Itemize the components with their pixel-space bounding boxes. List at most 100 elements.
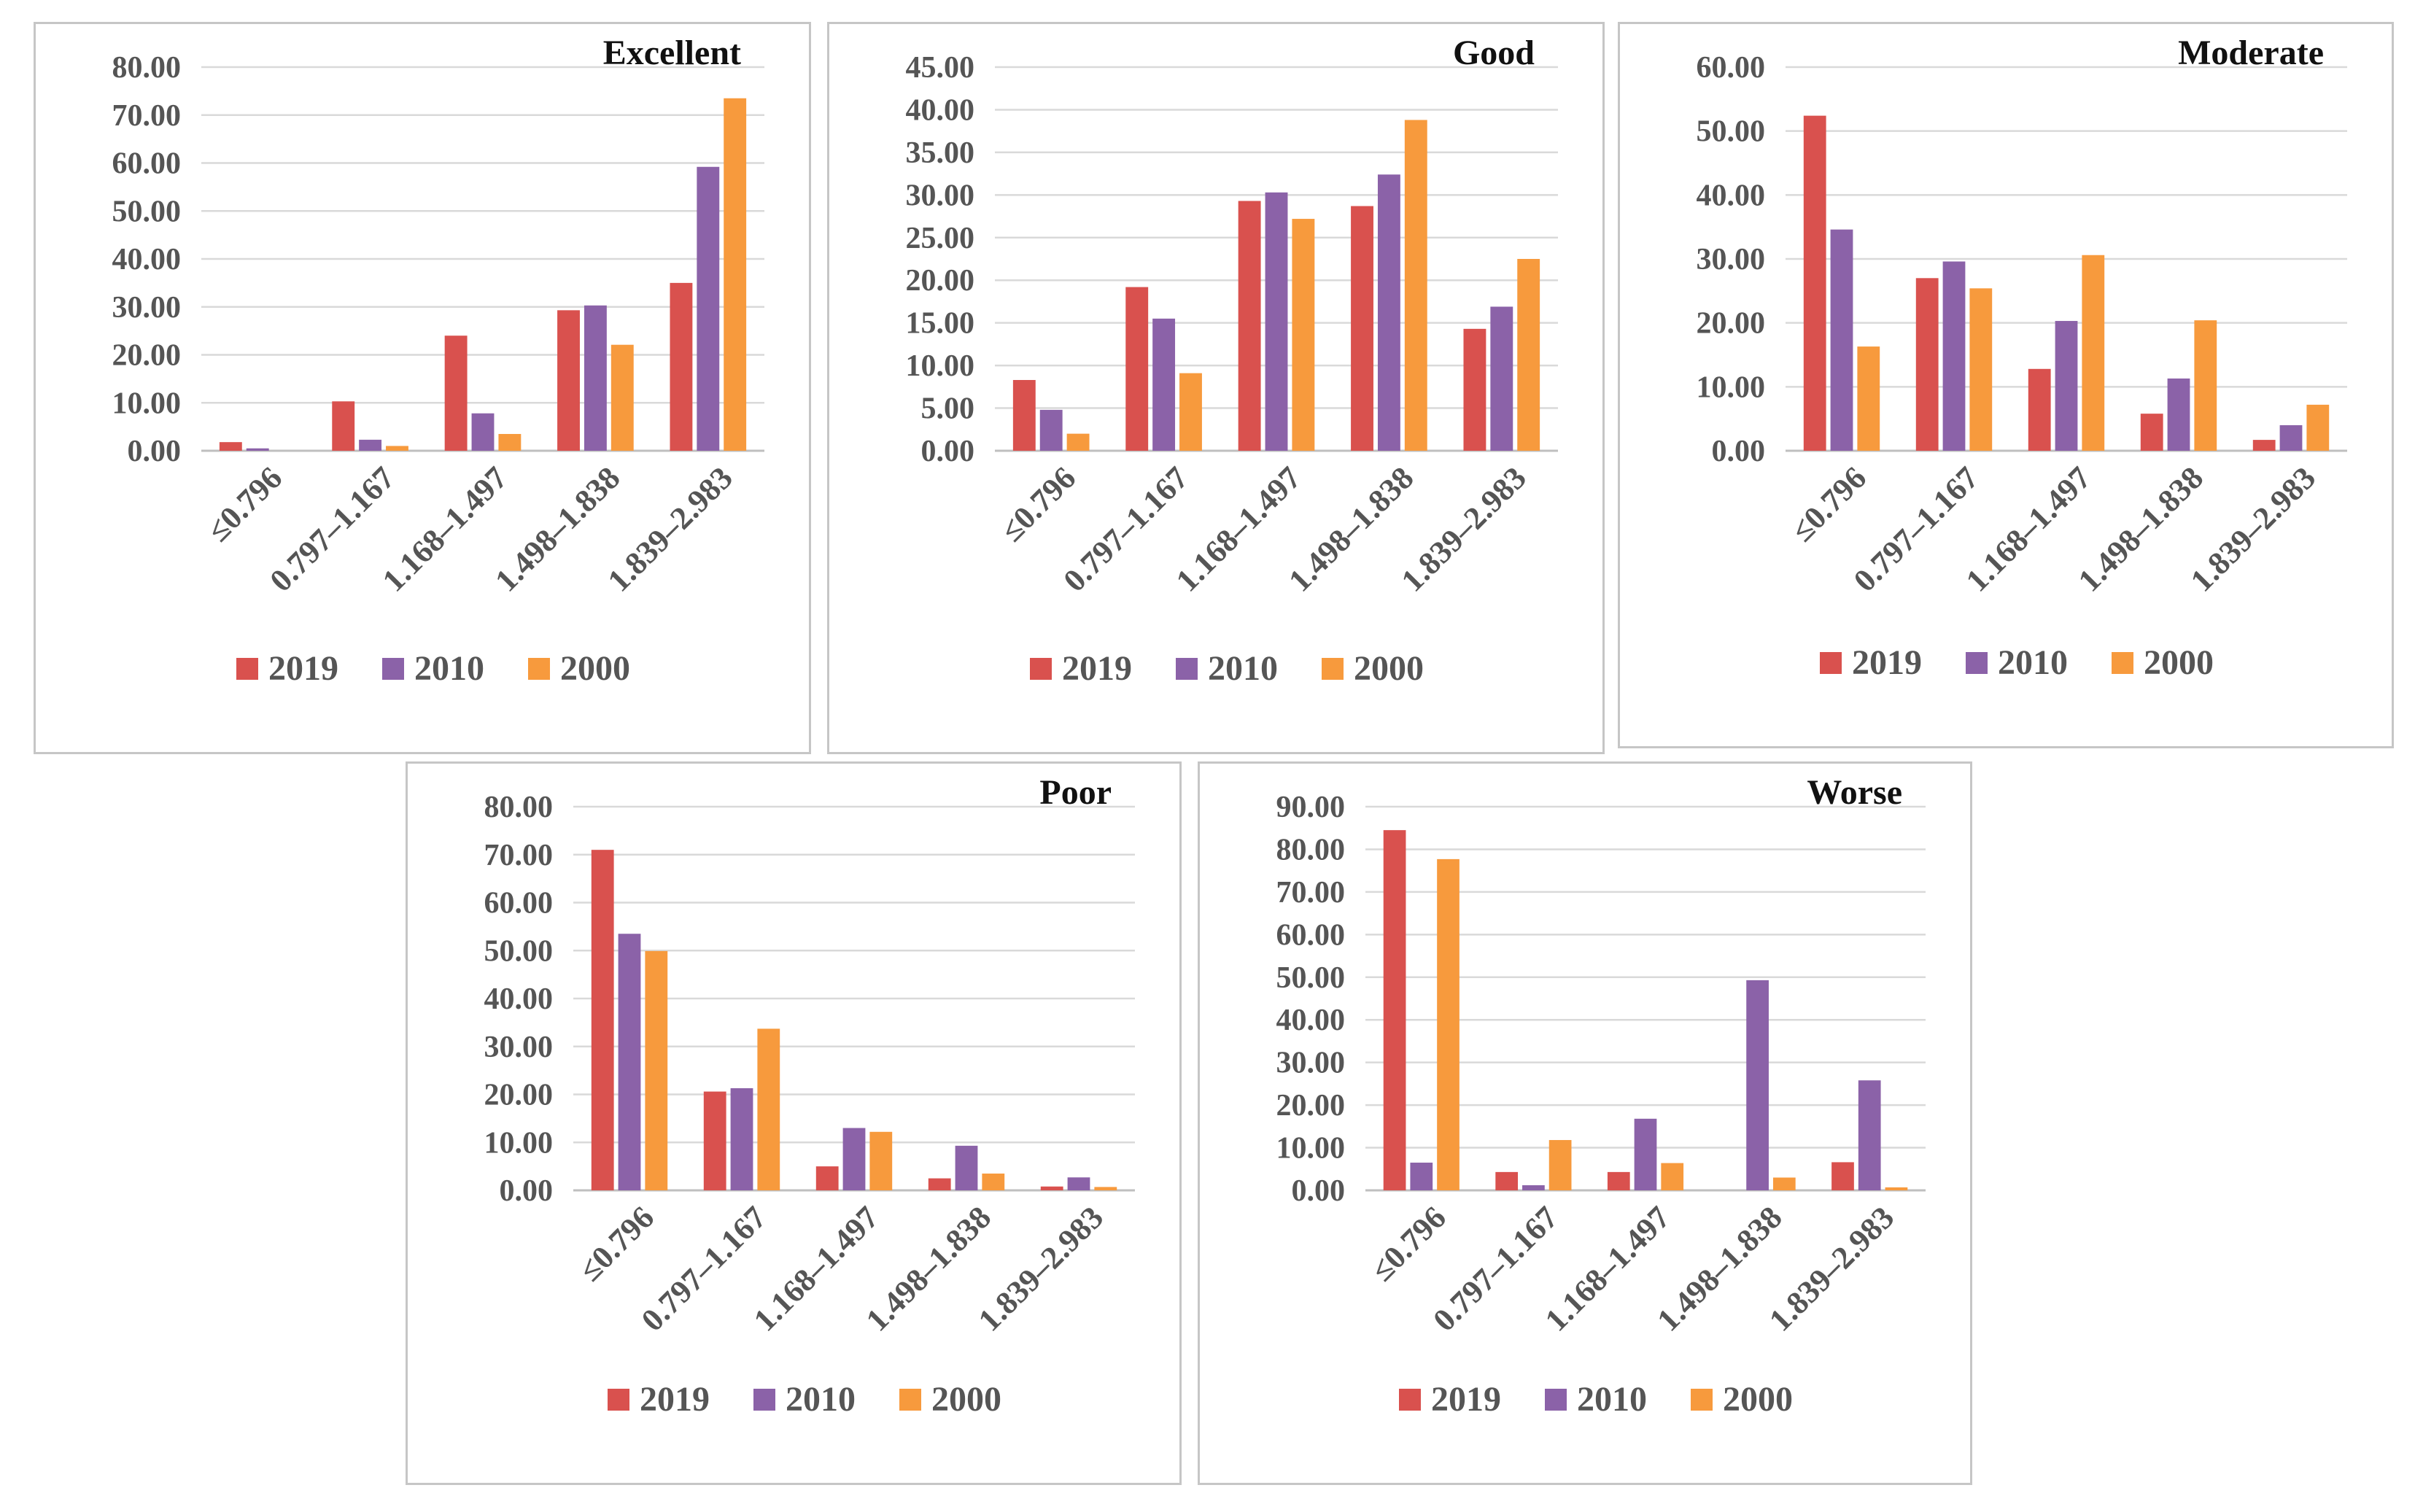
- bar-2010-3: [2055, 321, 2078, 451]
- y-tick-label: 40.00: [906, 93, 975, 127]
- chart-good: 0.00 5.00 10.00 15.00 20.00 25.00 30.00 35.00 40…: [827, 22, 1605, 754]
- bar-2019-2: [703, 1091, 726, 1190]
- bar-2010-1: [1410, 1163, 1433, 1190]
- bar-2010-2: [730, 1088, 753, 1190]
- y-tick-label: 30.00: [1276, 1047, 1346, 1080]
- bar-2010-4: [2167, 378, 2190, 451]
- bar-2010-5: [2279, 424, 2303, 451]
- legend-swatch-2019: [1820, 652, 1842, 674]
- y-tick-label: 0.00: [921, 435, 975, 468]
- legend-swatch-2010: [1176, 658, 1198, 680]
- chart-border: [827, 22, 1605, 754]
- bar-2000-4: [982, 1173, 1005, 1190]
- bar-2000-5: [1517, 259, 1540, 451]
- bar-2019-4: [1351, 206, 1373, 451]
- bar-2000-2: [1179, 373, 1202, 451]
- y-tick-label: 10.00: [112, 387, 182, 420]
- bar-2019-5: [2252, 440, 2276, 451]
- y-tick-label: 50.00: [1276, 961, 1346, 995]
- y-tick-label: 10.00: [1697, 371, 1766, 404]
- chart-title: Moderate: [2178, 34, 2324, 72]
- y-tick-label: 10.00: [1276, 1132, 1346, 1166]
- legend-label: 2000: [931, 1380, 1001, 1419]
- legend-label: 2000: [1354, 649, 1424, 688]
- legend-swatch-2019: [236, 658, 258, 680]
- bar-2019-5: [1040, 1186, 1063, 1190]
- bar-2019-2: [1125, 287, 1149, 451]
- legend-swatch-2000: [1691, 1389, 1713, 1411]
- legend-label: 2019: [640, 1380, 710, 1419]
- bar-2010-1: [1039, 409, 1063, 451]
- bar-2000-3: [1661, 1163, 1684, 1190]
- bar-2000-1: [1437, 858, 1460, 1190]
- legend-swatch-2000: [528, 658, 550, 680]
- legend-label: 2019: [1431, 1380, 1501, 1419]
- chart-moderate: 0.00 10.00 20.00 30.00 40.00 50.00 60.00 Modera…: [1618, 22, 2394, 748]
- bar-2010-5: [697, 166, 720, 451]
- legend-label: 2010: [1577, 1380, 1647, 1419]
- y-tick-label: 25.00: [906, 222, 975, 255]
- y-tick-label: 0.00: [500, 1174, 554, 1208]
- legend-swatch-2000: [899, 1389, 921, 1411]
- bar-2000-1: [645, 950, 668, 1190]
- bar-2000-4: [610, 344, 634, 451]
- bar-2019-2: [332, 401, 355, 451]
- bar-2019-3: [444, 336, 468, 451]
- y-tick-label: 50.00: [1697, 115, 1766, 149]
- bar-2010-1: [618, 934, 641, 1190]
- bar-2010-4: [955, 1145, 978, 1190]
- y-tick-label: 60.00: [112, 147, 182, 181]
- bar-2000-4: [1404, 120, 1427, 451]
- y-tick-label: 5.00: [921, 392, 975, 426]
- chart-title: Poor: [1039, 773, 1112, 812]
- bar-2019-3: [2028, 368, 2051, 451]
- bar-2010-2: [359, 439, 382, 451]
- bar-2019-1: [1803, 115, 1826, 451]
- legend-swatch-2019: [608, 1389, 629, 1411]
- bar-2000-1: [1066, 433, 1090, 451]
- legend-label: 2000: [560, 649, 630, 688]
- bar-2000-5: [1094, 1187, 1117, 1190]
- bar-2000-3: [1292, 219, 1315, 451]
- bar-2019-5: [1831, 1162, 1854, 1190]
- bar-2010-5: [1858, 1080, 1881, 1190]
- bar-2010-2: [1942, 261, 1966, 451]
- legend-label: 2010: [786, 1380, 856, 1419]
- bar-2010-3: [842, 1128, 866, 1190]
- y-tick-label: 0.00: [1712, 435, 1766, 468]
- y-tick-label: 60.00: [1697, 51, 1766, 85]
- bar-2019-2: [1915, 278, 1939, 451]
- chart-excellent: 0.00 10.00 20.00 30.00 40.00 50.00 60.00 70.00 8…: [34, 22, 811, 754]
- y-tick-label: 40.00: [1276, 1004, 1346, 1037]
- bar-2010-5: [1067, 1177, 1090, 1190]
- y-tick-label: 20.00: [906, 264, 975, 298]
- legend-swatch-2010: [382, 658, 404, 680]
- bar-2019-4: [557, 310, 580, 451]
- bar-2019-1: [591, 850, 614, 1190]
- y-tick-label: 40.00: [484, 982, 554, 1016]
- bar-2019-3: [1238, 201, 1261, 451]
- bar-2000-2: [1969, 288, 1993, 451]
- legend-label: 2019: [1852, 643, 1922, 682]
- bar-2000-5: [724, 98, 747, 451]
- legend-swatch-2019: [1399, 1389, 1421, 1411]
- y-tick-label: 40.00: [1697, 179, 1766, 212]
- y-tick-label: 70.00: [112, 99, 182, 133]
- y-tick-label: 50.00: [112, 195, 182, 228]
- bar-2010-4: [1746, 980, 1769, 1190]
- bar-2000-3: [869, 1131, 893, 1190]
- y-tick-label: 20.00: [484, 1079, 554, 1112]
- chart-title: Good: [1453, 34, 1535, 72]
- bar-2019-1: [1383, 830, 1406, 1190]
- y-tick-label: 30.00: [906, 179, 975, 212]
- chart-poor: 0.00 10.00 20.00 30.00 40.00 50.00 60.00 70.00 8…: [406, 761, 1182, 1485]
- bar-2019-2: [1495, 1171, 1519, 1190]
- y-tick-label: 30.00: [484, 1031, 554, 1064]
- bar-2000-5: [2306, 404, 2330, 451]
- legend-swatch-2019: [1030, 658, 1052, 680]
- legend-label: 2019: [268, 649, 338, 688]
- bar-2019-3: [1607, 1171, 1630, 1190]
- y-tick-label: 80.00: [1276, 833, 1346, 867]
- bar-2000-2: [757, 1028, 780, 1190]
- bar-2010-1: [246, 448, 269, 451]
